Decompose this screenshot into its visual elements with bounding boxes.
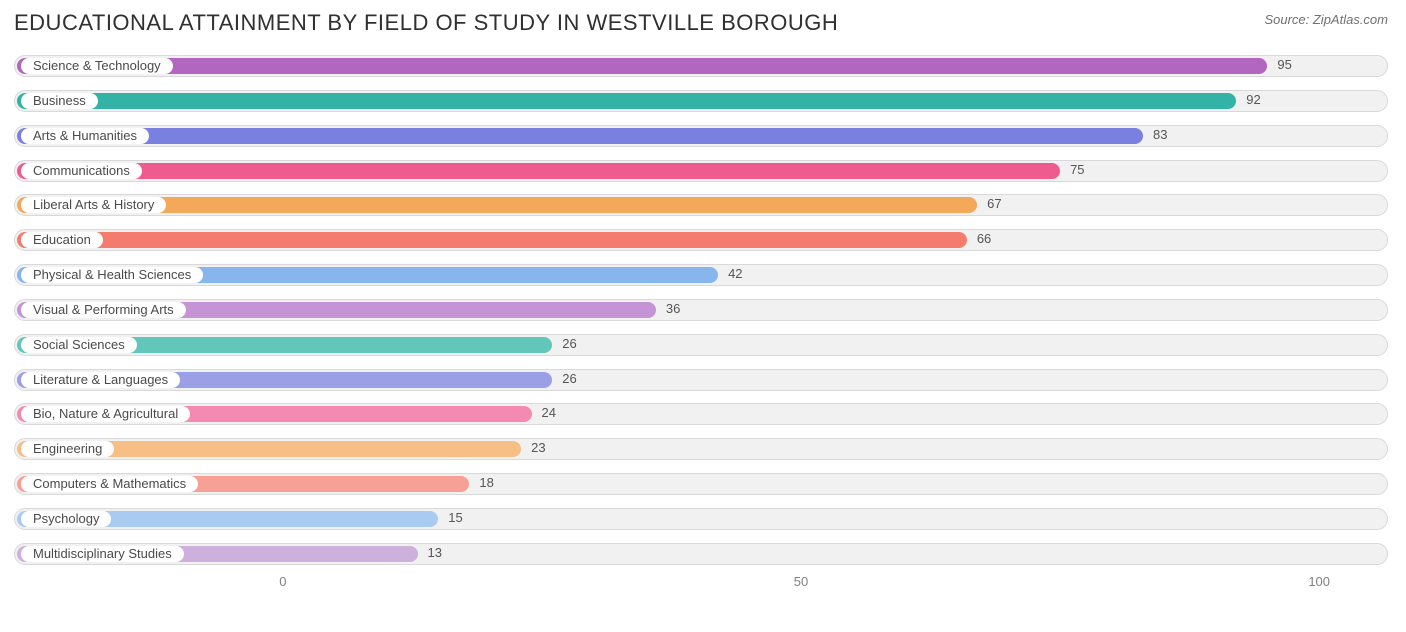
bar-value-label: 13: [428, 545, 442, 560]
bar-label-pill: Visual & Performing Arts: [21, 302, 186, 318]
bar-label-pill: Social Sciences: [21, 337, 137, 353]
bar-label-pill: Science & Technology: [21, 58, 173, 74]
data-bar: [17, 58, 1267, 74]
bar-label-pill: Engineering: [21, 441, 114, 457]
chart-row: Computers & Mathematics 18: [14, 470, 1388, 498]
data-bar: [17, 163, 1060, 179]
bar-value-label: 18: [479, 475, 493, 490]
data-bar: [17, 128, 1143, 144]
chart-area: Science & Technology 95 Business 92 Arts & H…: [14, 50, 1388, 605]
bar-value-label: 92: [1246, 92, 1260, 107]
data-bar: [17, 93, 1236, 109]
bar-label-pill: Business: [21, 93, 98, 109]
bar-value-label: 75: [1070, 162, 1084, 177]
chart-row: Liberal Arts & History 67: [14, 191, 1388, 219]
bar-value-label: 66: [977, 231, 991, 246]
bar-label-pill: Bio, Nature & Agricultural: [21, 406, 190, 422]
chart-row: Social Sciences 26: [14, 331, 1388, 359]
bar-value-label: 36: [666, 301, 680, 316]
chart-row: Multidisciplinary Studies 13: [14, 540, 1388, 568]
chart-row: Physical & Health Sciences 42: [14, 261, 1388, 289]
chart-row: Literature & Languages 26: [14, 366, 1388, 394]
chart-row: Bio, Nature & Agricultural 24: [14, 400, 1388, 428]
bar-label-pill: Literature & Languages: [21, 372, 180, 388]
chart-header: EDUCATIONAL ATTAINMENT BY FIELD OF STUDY…: [14, 10, 1388, 36]
chart-row: Communications 75: [14, 157, 1388, 185]
bar-value-label: 24: [542, 405, 556, 420]
bar-value-label: 26: [562, 336, 576, 351]
bar-value-label: 23: [531, 440, 545, 455]
bar-label-pill: Computers & Mathematics: [21, 476, 198, 492]
chart-title: EDUCATIONAL ATTAINMENT BY FIELD OF STUDY…: [14, 10, 838, 36]
x-axis: 0 50 100: [14, 574, 1388, 604]
bar-label-pill: Education: [21, 232, 103, 248]
bar-label-pill: Liberal Arts & History: [21, 197, 166, 213]
chart-row: Business 92: [14, 87, 1388, 115]
bar-value-label: 42: [728, 266, 742, 281]
bar-label-pill: Multidisciplinary Studies: [21, 546, 184, 562]
source-attribution: Source: ZipAtlas.com: [1264, 12, 1388, 27]
bar-label-pill: Communications: [21, 163, 142, 179]
bar-value-label: 67: [987, 196, 1001, 211]
chart-row: Visual & Performing Arts 36: [14, 296, 1388, 324]
chart-row: Arts & Humanities 83: [14, 122, 1388, 150]
bars-container: Science & Technology 95 Business 92 Arts & H…: [14, 50, 1388, 570]
data-bar: [17, 232, 967, 248]
bar-value-label: 95: [1277, 57, 1291, 72]
chart-row: Psychology 15: [14, 505, 1388, 533]
axis-tick: 50: [794, 574, 808, 589]
chart-row: Education 66: [14, 226, 1388, 254]
chart-row: Engineering 23: [14, 435, 1388, 463]
bar-value-label: 83: [1153, 127, 1167, 142]
axis-tick: 100: [1308, 574, 1330, 589]
axis-tick: 0: [279, 574, 286, 589]
bar-label-pill: Psychology: [21, 511, 111, 527]
chart-row: Science & Technology 95: [14, 52, 1388, 80]
bar-label-pill: Physical & Health Sciences: [21, 267, 203, 283]
bar-label-pill: Arts & Humanities: [21, 128, 149, 144]
bar-value-label: 26: [562, 371, 576, 386]
source-name: ZipAtlas.com: [1313, 12, 1388, 27]
bar-value-label: 15: [448, 510, 462, 525]
source-prefix: Source:: [1264, 12, 1312, 27]
